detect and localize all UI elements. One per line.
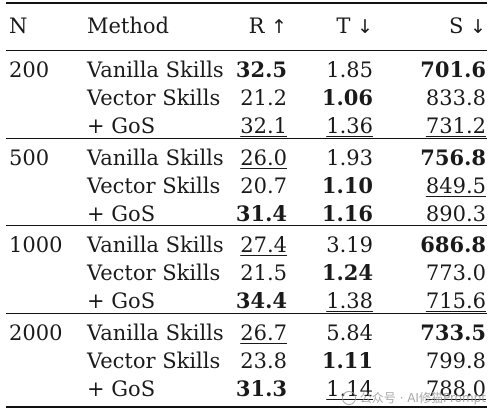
r-value: 32.5 [235,57,287,82]
method-name: + GoS [87,289,156,313]
s-value: 773.0 [425,261,486,285]
header-t-label: T [336,14,351,38]
n-value: 2000 [9,321,63,345]
r-value: 34.4 [235,288,287,313]
up-arrow-icon: ↑ [271,16,287,38]
t-value: 1.06 [321,85,373,110]
s-value: 756.8 [420,145,486,170]
header-t: T ↓ [336,12,373,41]
s-value: 715.6 [425,289,486,313]
method-name: + GoS [87,377,156,401]
header-r-label: R [248,14,265,38]
method-name: Vanilla Skills [87,233,224,257]
method-name: Vector Skills [87,174,221,198]
t-value: 5.84 [326,321,373,345]
t-value: 1.11 [321,348,373,373]
header-method: Method [87,14,169,38]
t-value: 1.85 [326,58,373,82]
bottom-rule [6,406,487,408]
r-value: 21.2 [240,86,287,110]
method-name: Vanilla Skills [87,58,224,82]
n-value: 200 [9,58,50,82]
s-value: 788.0 [425,377,486,401]
s-value: 799.8 [425,349,486,373]
group-separator [6,138,487,139]
t-value: 1.38 [326,289,373,313]
r-value: 31.3 [235,376,287,401]
header-n: N [9,14,28,38]
t-value: 3.19 [326,233,373,257]
method-name: + GoS [87,202,156,226]
s-value: 833.8 [425,86,486,110]
watermark: 公众号 · AI修猫Prompt [341,389,486,406]
r-value: 31.4 [235,201,287,226]
s-value: 731.2 [425,114,486,138]
method-name: Vector Skills [87,86,221,110]
s-value: 849.5 [425,174,486,198]
r-value: 23.8 [240,349,287,373]
method-name: Vector Skills [87,349,221,373]
method-name: Vector Skills [87,261,221,285]
down-arrow-icon: ↓ [470,16,486,38]
r-value: 27.4 [240,233,287,257]
group-separator [6,225,487,226]
n-value: 1000 [9,233,63,257]
s-value: 890.3 [425,202,486,226]
method-name: Vanilla Skills [87,146,224,170]
s-value: 733.5 [420,320,486,345]
r-value: 21.5 [240,261,287,285]
header-r: R ↑ [249,12,287,41]
r-value: 26.7 [240,321,287,345]
t-value: 1.93 [326,146,373,170]
wechat-icon [341,390,356,405]
t-value: 1.36 [326,114,373,138]
s-value: 701.6 [420,57,486,82]
s-value: 686.8 [420,232,486,257]
r-value: 26.0 [240,146,287,170]
t-value: 1.16 [321,201,373,226]
top-rule [6,2,487,4]
method-name: + GoS [87,114,156,138]
down-arrow-icon: ↓ [357,16,373,38]
t-value: 1.24 [321,260,373,285]
t-value: 1.10 [321,173,373,198]
group-separator [6,313,487,314]
watermark-text: 公众号 · AI修猫Prompt [359,391,486,405]
method-name: Vanilla Skills [87,321,224,345]
r-value: 32.1 [240,114,287,138]
header-s-label: S [449,14,464,38]
header-rule [6,50,487,51]
header-s: S ↓ [449,12,486,41]
r-value: 20.7 [240,174,287,198]
n-value: 500 [9,146,50,170]
